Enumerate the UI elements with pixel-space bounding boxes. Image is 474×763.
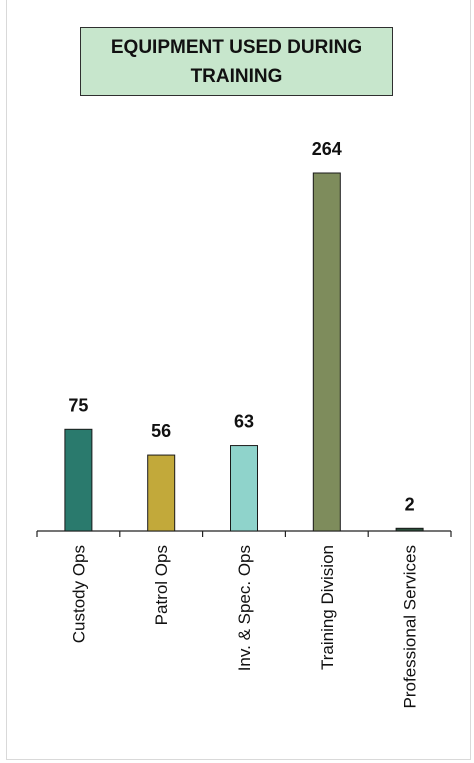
data-label: 264 [312,139,342,159]
category-label: Patrol Ops [152,545,171,625]
data-label: 63 [234,412,254,432]
data-label: 75 [68,395,88,415]
category-label: Training Division [318,545,337,670]
chart-frame [6,0,471,760]
category-label: Professional Services [401,545,420,708]
bar [64,428,93,532]
bar [312,172,341,532]
data-label: 2 [405,494,415,514]
data-label: 56 [151,421,171,441]
category-label: Inv. & Spec. Ops [235,545,254,671]
bar [147,454,176,532]
chart-title: EQUIPMENT USED DURING TRAINING [110,36,363,87]
bar [230,445,258,532]
category-label: Custody Ops [69,545,88,643]
chart-title-box: EQUIPMENT USED DURING TRAINING [80,27,393,96]
bar [395,527,424,532]
